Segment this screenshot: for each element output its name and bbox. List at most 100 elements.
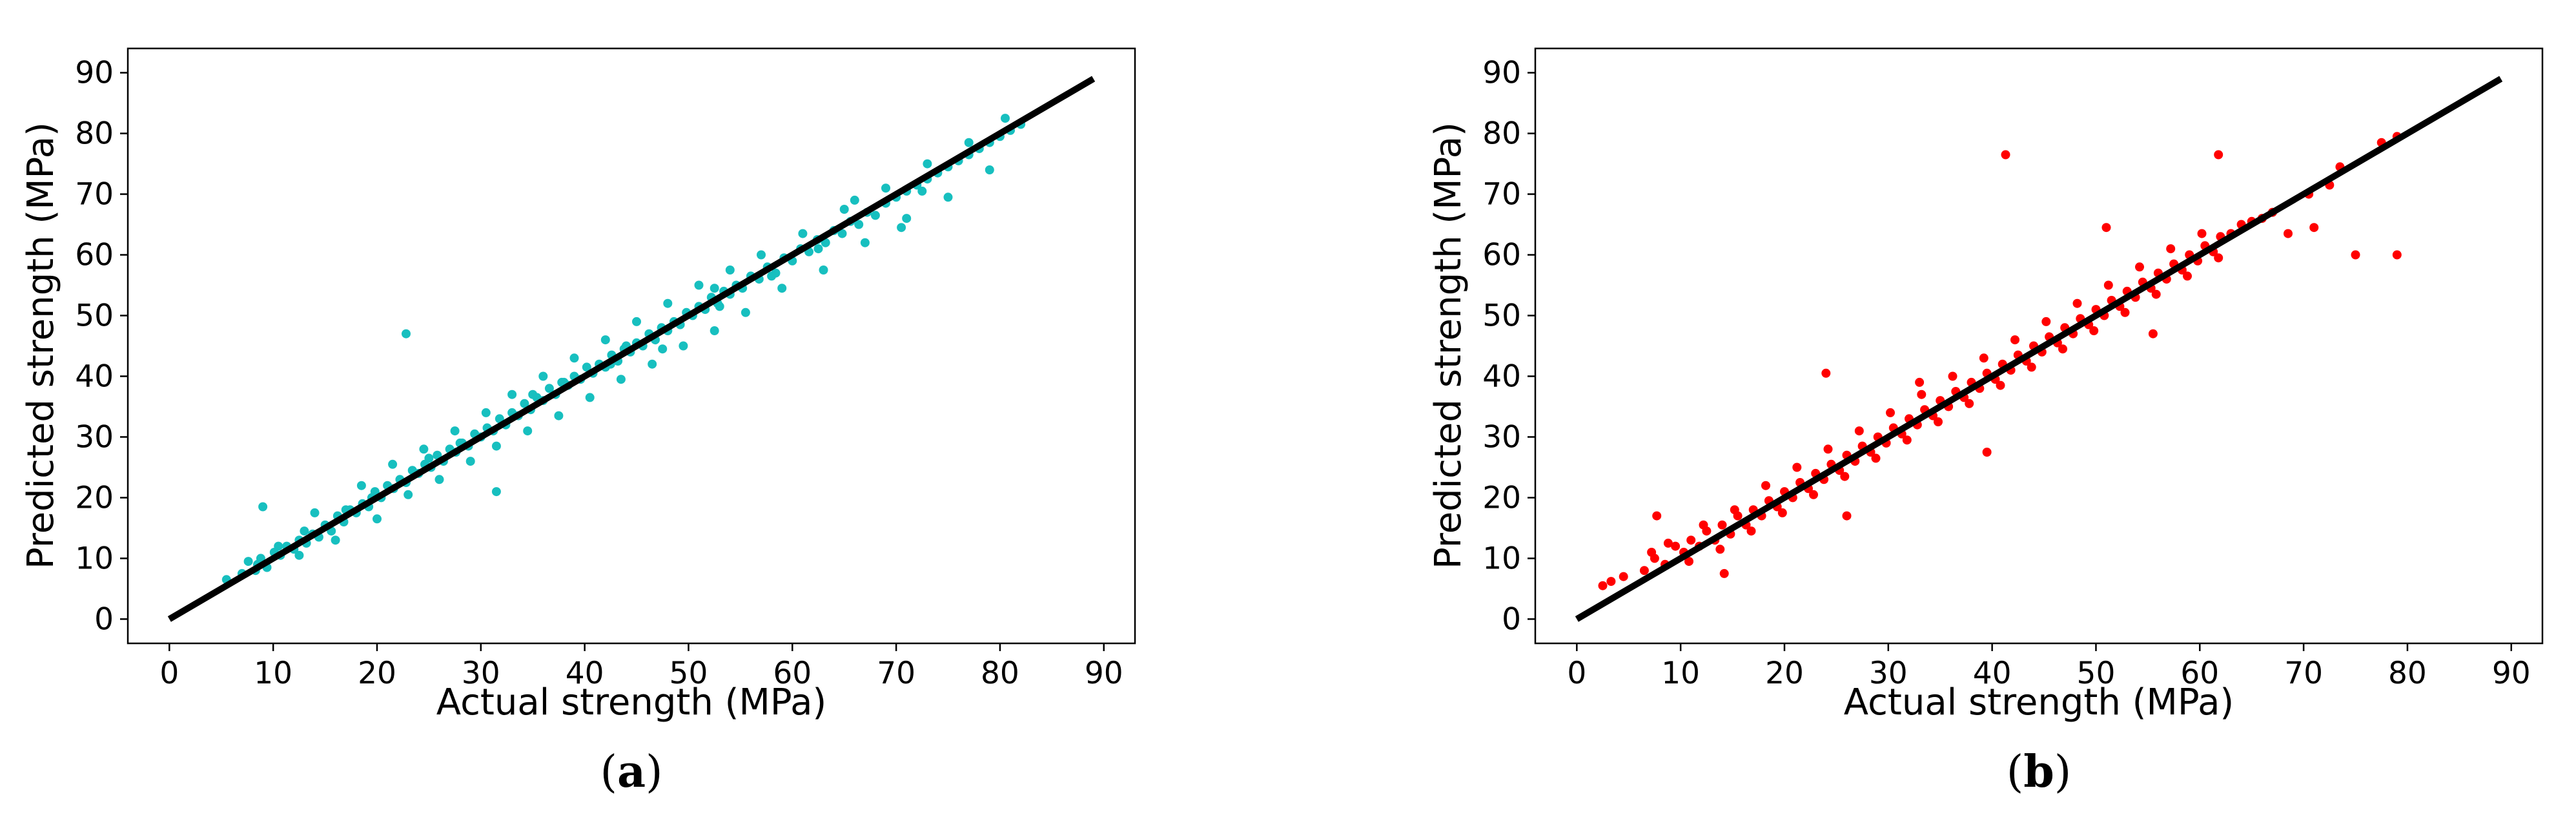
data-point-a: [917, 186, 927, 196]
y-tick-label-b: 60: [1482, 238, 1521, 273]
data-point-b: [2214, 150, 2223, 160]
data-point-b: [2103, 280, 2113, 290]
x-tick-label-a: 30: [462, 656, 500, 691]
data-point-a: [777, 284, 787, 293]
data-point-a: [481, 408, 491, 417]
data-point-b: [2058, 344, 2067, 354]
data-point-b: [1730, 505, 1739, 515]
data-point-b: [2120, 307, 2130, 317]
data-point-b: [1671, 541, 1681, 551]
data-point-a: [528, 390, 538, 399]
data-point-b: [2166, 244, 2176, 254]
data-point-a: [725, 265, 735, 275]
data-point-b: [1684, 557, 1693, 566]
data-point-a: [450, 426, 460, 436]
data-point-b: [1606, 577, 1616, 587]
data-point-a: [585, 393, 595, 402]
data-point-a: [819, 265, 828, 275]
y-tick-label-b: 80: [1482, 116, 1521, 152]
data-point-b: [2309, 223, 2319, 233]
data-point-a: [870, 211, 880, 220]
data-point-b: [2284, 229, 2293, 238]
data-point-b: [1934, 417, 1943, 426]
data-point-b: [1719, 568, 1729, 578]
x-tick-label-a: 60: [773, 656, 812, 691]
x-axis-ticks-a: 0 10 20 30 40 50 60 70 80 90: [159, 643, 1123, 691]
x-axis-title-a: Actual strength (MPa): [436, 681, 827, 723]
y-axis-title-b: Predicted strength (MPa): [1427, 122, 1469, 569]
x-tick-label-b: 60: [2180, 656, 2219, 691]
scatter-points-a: [221, 114, 1026, 585]
data-point-a: [569, 353, 579, 363]
data-point-b: [1821, 368, 1831, 378]
x-tick-label-a: 0: [159, 656, 179, 691]
data-point-b: [1746, 526, 1756, 536]
panel-label-a: (a): [600, 746, 662, 798]
data-point-a: [850, 195, 859, 205]
x-tick-label-b: 80: [2388, 656, 2427, 691]
data-point-b: [2135, 262, 2144, 272]
data-point-a: [663, 298, 673, 308]
y-tick-label-a: 30: [75, 419, 114, 455]
data-point-a: [923, 159, 932, 169]
data-point-a: [757, 250, 766, 260]
data-point-b: [2183, 271, 2192, 281]
chart-panel-a: 0 10 20 30 40 50 60 70 80 90 0102030405060708090 …: [20, 47, 1136, 798]
y-tick-label-b: 50: [1482, 298, 1521, 334]
x-tick-label-b: 30: [1869, 656, 1908, 691]
x-tick-label-b: 50: [2077, 656, 2116, 691]
data-point-a: [544, 384, 554, 393]
data-point-a: [582, 362, 591, 372]
y-axis-ticks-a: 0 10 20 30 40 50 60 70 80 90: [75, 56, 128, 637]
x-tick-label-a: 10: [254, 656, 292, 691]
reference-line-a: [167, 76, 1096, 622]
data-point-a: [300, 526, 309, 536]
data-point-b: [2151, 289, 2161, 299]
data-point-a: [616, 375, 626, 384]
y-axis-title-a: Predicted strength (MPa): [20, 122, 62, 569]
data-point-b: [2148, 329, 2158, 338]
data-point-b: [1686, 535, 1696, 545]
data-point-b: [2072, 298, 2082, 308]
x-tick-label-b: 40: [1973, 656, 2012, 691]
data-point-a: [402, 329, 411, 338]
x-tick-label-a: 90: [1085, 656, 1123, 691]
data-point-b: [1979, 353, 1988, 363]
data-point-b: [1619, 572, 1628, 581]
data-point-a: [419, 444, 429, 454]
data-point-b: [2214, 253, 2223, 263]
y-tick-label-a: 20: [75, 480, 114, 515]
data-point-a: [507, 390, 517, 399]
data-point-a: [258, 502, 268, 512]
data-point-a: [373, 514, 382, 524]
data-point-b: [1842, 511, 1852, 521]
data-point-b: [1982, 448, 1992, 457]
x-tick-label-b: 70: [2284, 656, 2323, 691]
data-point-a: [294, 550, 304, 560]
data-point-b: [1598, 581, 1608, 590]
y-tick-label-b: 40: [1482, 359, 1521, 394]
data-point-a: [491, 441, 501, 451]
x-tick-label-b: 20: [1765, 656, 1804, 691]
data-point-a: [881, 183, 890, 193]
x-axis-title-b: Actual strength (MPa): [1844, 681, 2234, 723]
data-point-a: [424, 453, 434, 463]
data-point-a: [767, 271, 777, 281]
y-tick-label-a: 0: [94, 601, 114, 637]
data-point-b: [1715, 545, 1725, 554]
data-point-a: [310, 508, 320, 517]
x-tick-label-b: 90: [2492, 656, 2531, 691]
data-point-a: [897, 223, 906, 233]
data-point-b: [2041, 317, 2051, 326]
data-point-a: [356, 481, 366, 490]
data-point-b: [1854, 426, 1864, 436]
data-point-a: [243, 557, 253, 566]
data-point-a: [985, 165, 994, 174]
data-point-a: [554, 411, 564, 421]
data-point-a: [798, 229, 808, 238]
y-tick-label-a: 60: [75, 238, 114, 273]
data-point-a: [694, 280, 704, 290]
data-point-b: [1792, 462, 1802, 472]
data-point-b: [1647, 548, 1657, 557]
